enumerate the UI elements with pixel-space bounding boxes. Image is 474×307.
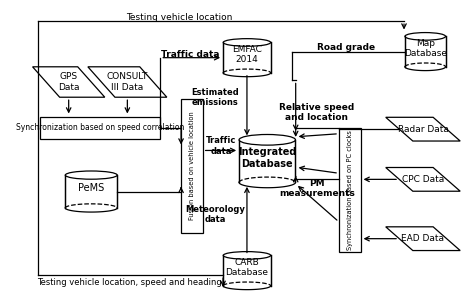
Ellipse shape (65, 171, 117, 179)
Bar (181, 99, 203, 233)
Text: Road grade: Road grade (317, 43, 375, 52)
Text: Synchronization based on PC clocks: Synchronization based on PC clocks (347, 130, 353, 250)
Bar (405, 36, 446, 67)
Polygon shape (33, 67, 105, 97)
Text: EMFAC
2014: EMFAC 2014 (232, 45, 262, 64)
Text: CPC Data: CPC Data (402, 175, 444, 184)
Text: Meteorology
data: Meteorology data (185, 205, 246, 224)
Polygon shape (386, 117, 460, 141)
Bar (65, 175, 117, 208)
Bar (223, 255, 271, 286)
Text: Testing vehicle location: Testing vehicle location (126, 13, 232, 22)
Text: Fusion based on vehicle location: Fusion based on vehicle location (189, 111, 195, 220)
Text: Traffic data: Traffic data (161, 50, 220, 59)
Text: Estimated
emissions: Estimated emissions (191, 87, 239, 107)
Ellipse shape (405, 33, 446, 40)
Text: PM
measurements: PM measurements (279, 179, 355, 198)
Ellipse shape (223, 39, 271, 46)
Text: Radar Data: Radar Data (398, 125, 448, 134)
Text: Relative speed
and location: Relative speed and location (279, 103, 355, 122)
Polygon shape (88, 67, 167, 97)
Bar (239, 140, 295, 182)
Polygon shape (386, 168, 460, 191)
Ellipse shape (223, 252, 271, 259)
Text: Testing vehicle location, speed and heading: Testing vehicle location, speed and head… (37, 278, 222, 287)
Text: GPS
Data: GPS Data (58, 72, 80, 92)
Bar (40, 117, 160, 138)
Text: Synchronization based on speed correlation: Synchronization based on speed correlati… (16, 123, 184, 132)
Text: EAD Data: EAD Data (401, 234, 445, 243)
Text: Map
Database: Map Database (404, 39, 447, 58)
Bar (223, 42, 271, 73)
Ellipse shape (239, 134, 295, 145)
Text: PeMS: PeMS (78, 184, 104, 193)
Text: Traffic
data: Traffic data (206, 136, 237, 156)
Text: Integrated
Database: Integrated Database (238, 147, 296, 169)
Bar (339, 128, 361, 252)
Text: CONSULT
III Data: CONSULT III Data (107, 72, 148, 92)
Polygon shape (386, 227, 460, 251)
Text: CARB
Database: CARB Database (226, 258, 268, 277)
